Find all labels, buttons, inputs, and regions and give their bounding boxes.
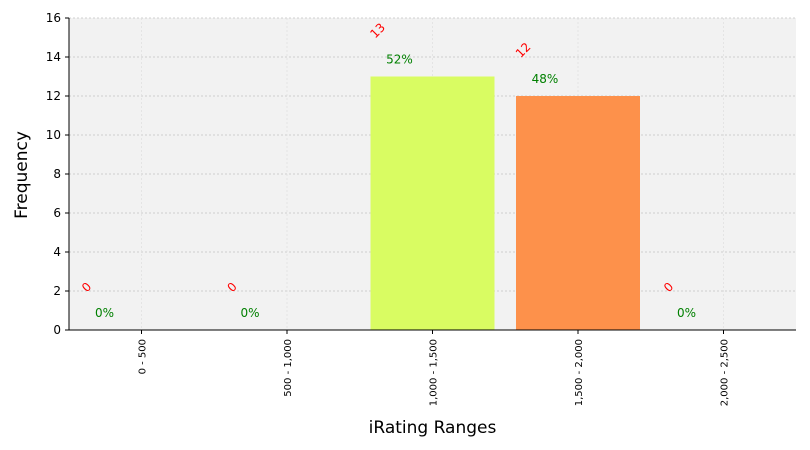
y-tick-label: 2: [53, 284, 61, 298]
x-axis-label: iRating Ranges: [369, 418, 497, 438]
y-tick-label: 12: [46, 89, 61, 103]
percent-label: 52%: [386, 53, 413, 67]
percent-label: 48%: [532, 72, 559, 86]
y-tick-label: 14: [46, 50, 61, 64]
y-ticks: 0 2 4 6 8 10 12 14 16: [46, 11, 69, 337]
y-tick-label: 0: [53, 323, 61, 337]
x-tick-label: 500 - 1,000: [283, 339, 294, 397]
bar: [370, 76, 495, 330]
y-tick-label: 8: [53, 167, 61, 181]
percent-label: 0%: [240, 306, 259, 320]
x-ticks: 0 - 500 500 - 1,000 1,000 - 1,500 1,500 - 2…: [138, 330, 731, 406]
bars: [370, 76, 640, 330]
y-tick-label: 16: [46, 11, 61, 25]
percent-label: 0%: [677, 306, 696, 320]
y-tick-label: 4: [53, 245, 61, 259]
x-tick-label: 1,000 - 1,500: [429, 339, 440, 406]
x-tick-label: 2,000 - 2,500: [720, 339, 731, 406]
y-tick-label: 6: [53, 206, 61, 220]
y-tick-label: 10: [46, 128, 61, 142]
percent-label: 0%: [95, 306, 114, 320]
y-axis-label: Frequency: [12, 131, 32, 219]
x-tick-label: 0 - 500: [138, 339, 149, 374]
x-tick-label: 1,500 - 2,000: [574, 339, 585, 406]
bar: [516, 96, 640, 330]
